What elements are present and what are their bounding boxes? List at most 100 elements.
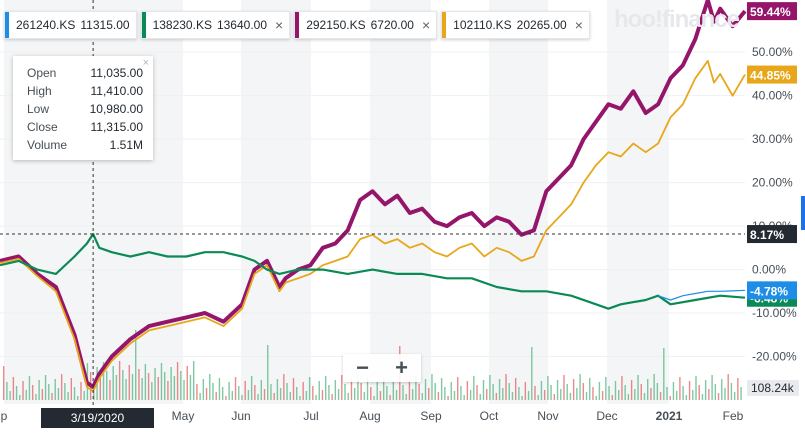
volume-bar bbox=[341, 375, 343, 400]
crosshair-value-label-bg bbox=[747, 225, 797, 244]
volume-bar bbox=[540, 381, 543, 400]
tooltip-row-open: Open 11,035.00 bbox=[27, 64, 143, 82]
volume-bar bbox=[164, 372, 166, 400]
volume-bar bbox=[679, 377, 681, 400]
tooltip-label: Close bbox=[27, 120, 58, 134]
volume-bar bbox=[405, 394, 407, 400]
volume-bar bbox=[553, 394, 556, 400]
volume-bar bbox=[257, 394, 259, 400]
tooltip-row-volume: Volume 1.51M bbox=[27, 136, 143, 154]
volume-bar bbox=[109, 380, 111, 400]
volume-bar bbox=[460, 386, 462, 400]
volume-bar bbox=[67, 392, 69, 400]
volume-bar bbox=[3, 366, 5, 400]
volume-bar bbox=[453, 391, 456, 400]
month-band bbox=[241, 0, 311, 404]
volume-bar bbox=[492, 384, 494, 400]
legend-color-bar bbox=[295, 12, 300, 38]
x-tick-label: Jul bbox=[303, 409, 318, 423]
legend-chip-261240[interactable]: 261240.KS 11315.00 bbox=[4, 11, 137, 39]
volume-bar bbox=[527, 391, 530, 400]
volume-bar bbox=[305, 391, 308, 400]
volume-bar bbox=[682, 386, 684, 400]
volume-bar bbox=[389, 395, 391, 400]
y-tick-label: -20.00% bbox=[752, 350, 797, 364]
volume-bar bbox=[370, 387, 372, 400]
series-line-292150 bbox=[0, 0, 747, 389]
volume-bar bbox=[186, 366, 188, 400]
volume-bar bbox=[418, 384, 420, 400]
volume-bar bbox=[51, 393, 53, 400]
volume-bar bbox=[138, 369, 140, 400]
volume-label-bg bbox=[747, 380, 799, 396]
volume-bar bbox=[576, 388, 578, 400]
legend-color-bar bbox=[141, 12, 146, 38]
zoom-out-button[interactable]: − bbox=[356, 355, 369, 380]
ohlc-tooltip: × Open 11,035.00 High 11,410.00 Low 10,980.… bbox=[13, 56, 153, 160]
volume-bar bbox=[379, 391, 382, 400]
volume-bar bbox=[57, 388, 60, 400]
x-tick-label: Dec bbox=[596, 409, 617, 423]
remove-series-close-icon[interactable]: × bbox=[275, 17, 284, 33]
volume-bar bbox=[270, 384, 272, 400]
volume-bar bbox=[708, 389, 710, 400]
volume-bar bbox=[360, 383, 362, 400]
volume-bar bbox=[566, 384, 568, 400]
panel-resize-handle[interactable] bbox=[801, 196, 805, 230]
legend-color-bar bbox=[5, 12, 9, 38]
volume-bar bbox=[202, 379, 205, 400]
tooltip-value: 11,315.00 bbox=[90, 120, 144, 134]
volume-bar bbox=[624, 385, 626, 400]
volume-bar bbox=[80, 382, 82, 400]
volume-bar bbox=[463, 395, 465, 400]
remove-series-close-icon[interactable]: × bbox=[574, 17, 583, 33]
volume-bar bbox=[173, 376, 176, 400]
tooltip-label: Open bbox=[27, 66, 57, 80]
volume-bar bbox=[331, 394, 333, 400]
zoom-in-button[interactable]: + bbox=[395, 355, 408, 380]
series-line-261240 bbox=[657, 289, 746, 301]
volume-bar bbox=[537, 395, 539, 400]
volume-bar bbox=[640, 384, 642, 400]
end-label-261240: -4.78% bbox=[750, 284, 788, 298]
volume-bar bbox=[431, 374, 433, 400]
y-tick-label: -10.00% bbox=[752, 306, 797, 320]
volume-bar bbox=[196, 384, 198, 400]
volume-bar bbox=[408, 380, 411, 400]
volume-bar bbox=[48, 384, 50, 400]
volume-bar bbox=[106, 371, 108, 400]
volume-bar bbox=[656, 383, 659, 400]
volume-bar bbox=[247, 390, 250, 400]
volume-bar bbox=[22, 381, 24, 400]
volume-bar bbox=[505, 374, 507, 400]
volume-bar bbox=[514, 378, 517, 400]
legend-chip-292150[interactable]: 292150.KS 6720.00 × bbox=[294, 11, 438, 39]
volume-bar bbox=[627, 394, 630, 400]
volume-bar bbox=[286, 383, 288, 400]
volume-bar bbox=[450, 382, 452, 400]
legend-chip-102110[interactable]: 102110.KS 20265.00 × bbox=[441, 11, 590, 39]
volume-bar bbox=[31, 385, 34, 400]
volume-bar bbox=[141, 378, 143, 400]
legend-symbol: 102110.KS bbox=[453, 18, 512, 32]
volume-bar bbox=[395, 390, 398, 400]
volume-bar bbox=[154, 368, 156, 400]
volume-bar bbox=[437, 392, 440, 400]
end-label-102110: 44.85% bbox=[750, 69, 791, 83]
remove-series-close-icon[interactable]: × bbox=[421, 17, 431, 33]
tooltip-close-icon[interactable]: × bbox=[142, 57, 149, 69]
volume-bar bbox=[9, 391, 11, 400]
series-line-102110 bbox=[0, 60, 746, 393]
volume-bar bbox=[218, 378, 221, 400]
volume-bar bbox=[180, 371, 182, 400]
volume-bar bbox=[376, 382, 378, 400]
volume-bar bbox=[25, 390, 27, 400]
volume-bar bbox=[524, 382, 527, 400]
volume-bar bbox=[131, 374, 134, 400]
tooltip-label: High bbox=[27, 84, 52, 98]
volume-bar bbox=[572, 379, 575, 400]
volume-bar bbox=[183, 380, 185, 400]
volume-bar bbox=[250, 376, 253, 400]
legend-chip-138230[interactable]: 138230.KS 13640.00 × bbox=[140, 11, 291, 39]
